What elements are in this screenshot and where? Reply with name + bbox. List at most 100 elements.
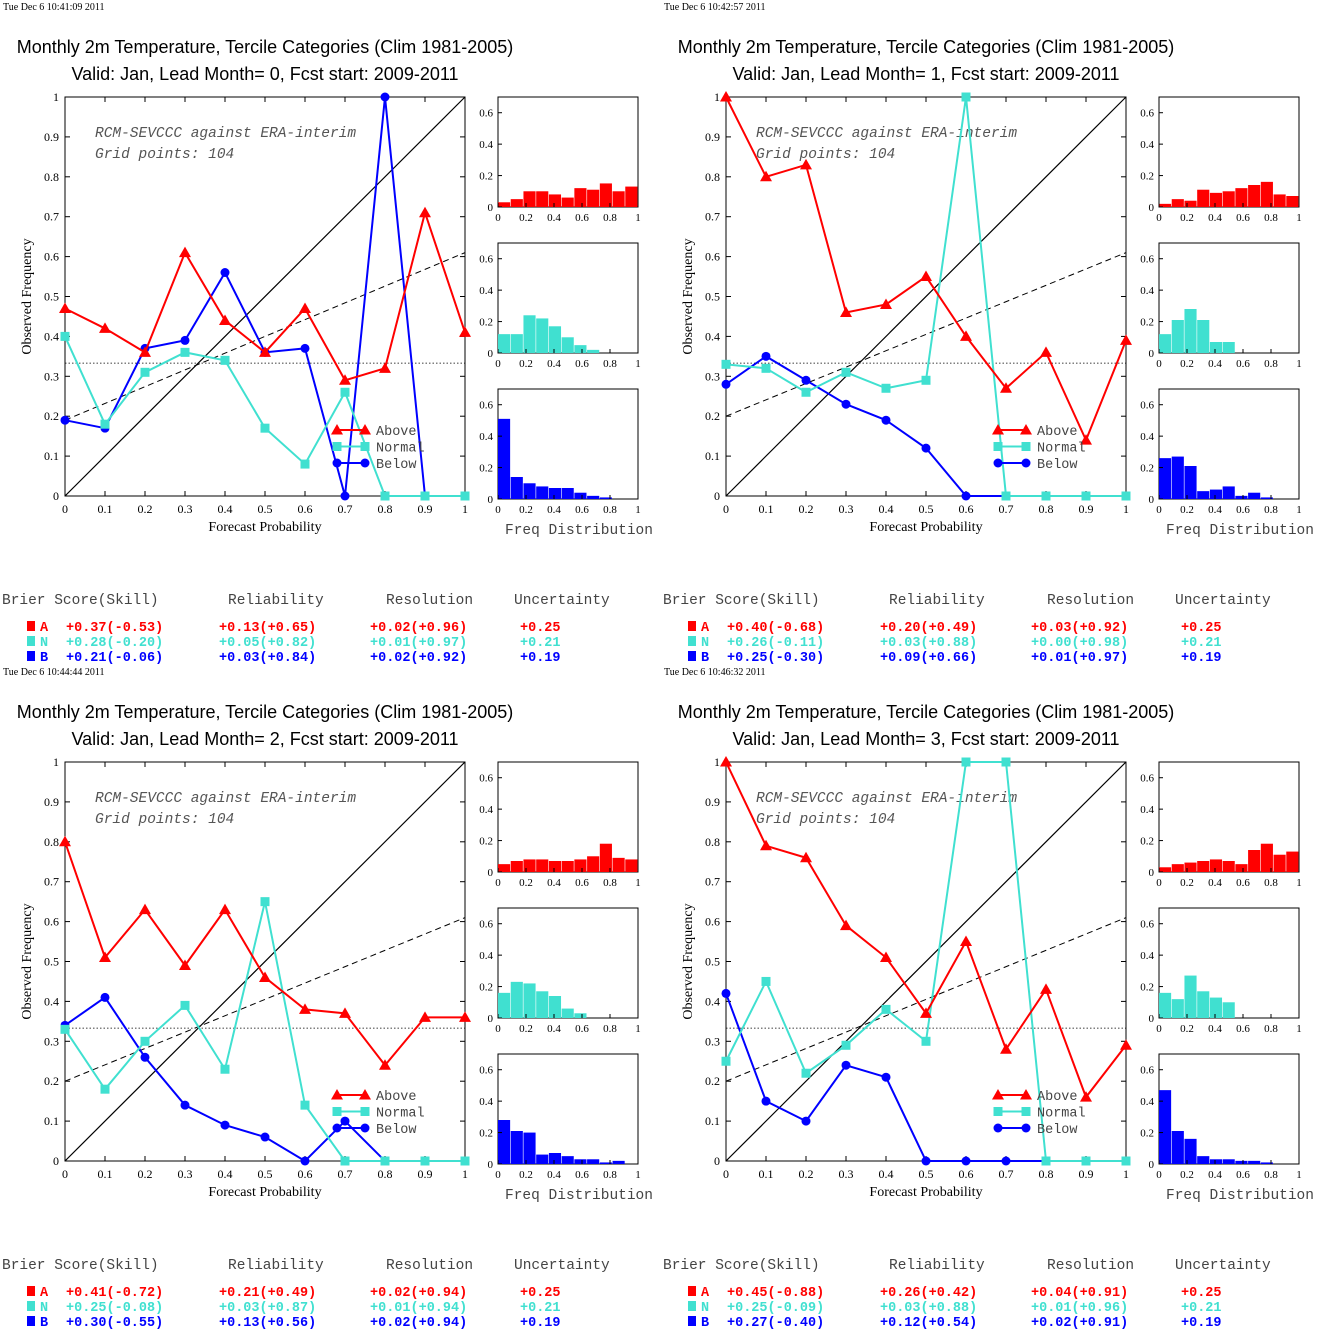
annotation-source: RCM-SEVCCC against ERA-interim bbox=[95, 126, 356, 142]
legend-label: Below bbox=[376, 458, 417, 473]
series-below-point bbox=[100, 992, 110, 1002]
score-swatch-B bbox=[27, 651, 35, 661]
score-category-B: B bbox=[40, 1316, 48, 1330]
score-swatch-B bbox=[27, 1316, 35, 1326]
legend-marker bbox=[1020, 1089, 1032, 1100]
score-header: Resolution bbox=[1047, 1258, 1134, 1274]
y-tick-label: 0.3 bbox=[44, 369, 59, 383]
freq-bar-above bbox=[625, 859, 638, 872]
x-axis-label: Forecast Probability bbox=[869, 1185, 982, 1200]
y-tick-label: 0.7 bbox=[705, 875, 720, 889]
freq-bar-above bbox=[1248, 185, 1261, 207]
score-swatch-A bbox=[688, 621, 696, 631]
freq-bar-above bbox=[1273, 194, 1286, 207]
hist-x-tick-label: 0.2 bbox=[519, 212, 533, 224]
annotation-source: RCM-SEVCCC against ERA-interim bbox=[756, 126, 1017, 142]
legend-marker bbox=[359, 1089, 371, 1100]
x-tick-label: 0.3 bbox=[178, 1167, 193, 1181]
freq-bar-above bbox=[1171, 864, 1184, 872]
score-category-B: B bbox=[40, 651, 48, 666]
hist-x-tick-label: 0 bbox=[1156, 358, 1162, 370]
score-value-A: +0.13(+0.65) bbox=[219, 621, 316, 636]
series-above-point bbox=[419, 1011, 431, 1022]
freq-bar-normal bbox=[523, 315, 536, 353]
freq-histogram-above: 0 0.2 0.4 0.6 0.8 1 0 0.2 0.4 0.6 bbox=[1140, 761, 1302, 889]
y-tick-label: 1 bbox=[714, 755, 720, 769]
series-above-point bbox=[1120, 334, 1132, 345]
series-below-point bbox=[721, 988, 731, 998]
score-header: Brier Score(Skill) bbox=[663, 1258, 820, 1274]
hist-x-tick-label: 0.4 bbox=[1208, 1169, 1222, 1181]
hist-x-tick-label: 1 bbox=[635, 1023, 641, 1035]
y-tick-label: 0.2 bbox=[705, 409, 720, 423]
score-value-B: +0.19 bbox=[520, 651, 561, 666]
legend-label: Normal bbox=[376, 442, 425, 457]
hist-y-tick-label: 0.4 bbox=[479, 804, 493, 816]
hist-x-tick-label: 0.2 bbox=[519, 504, 533, 516]
score-value-A: +0.25 bbox=[1181, 1286, 1222, 1301]
hist-x-tick-label: 0.4 bbox=[1208, 1023, 1222, 1035]
freq-bar-above bbox=[1235, 188, 1248, 207]
hist-y-tick-label: 0 bbox=[488, 494, 494, 506]
freq-bar-above bbox=[1248, 850, 1261, 872]
series-above-point bbox=[299, 302, 311, 313]
y-tick-label: 0.9 bbox=[44, 795, 59, 809]
series-normal-point bbox=[420, 1156, 430, 1166]
freq-distribution-label: Freq Distribution bbox=[1166, 1188, 1314, 1204]
hist-x-tick-label: 0.2 bbox=[519, 1169, 533, 1181]
hist-y-tick-label: 0 bbox=[488, 348, 494, 360]
hist-x-tick-label: 0.8 bbox=[603, 212, 617, 224]
freq-bar-below bbox=[561, 1156, 574, 1164]
hist-y-tick-label: 0 bbox=[1149, 202, 1155, 214]
y-tick-label: 0.1 bbox=[705, 1114, 720, 1128]
score-value-N: +0.03(+0.87) bbox=[219, 1301, 316, 1316]
score-value-N: +0.03(+0.88) bbox=[880, 1301, 977, 1316]
freq-bar-above bbox=[574, 859, 587, 872]
freq-bar-below bbox=[1184, 466, 1197, 499]
hist-y-tick-label: 0.4 bbox=[479, 950, 493, 962]
series-above-point bbox=[760, 839, 772, 851]
freq-bar-below bbox=[523, 483, 536, 499]
chart-subtitle: Valid: Jan, Lead Month= 3, Fcst start: 2… bbox=[732, 729, 1119, 749]
freq-bar-above bbox=[510, 861, 523, 872]
x-tick-label: 0.3 bbox=[178, 502, 193, 516]
score-header: Reliability bbox=[889, 593, 985, 609]
freq-histogram-normal: 0 0.2 0.4 0.6 0.8 1 0 0.2 0.4 0.6 bbox=[479, 242, 641, 370]
freq-bar-normal bbox=[561, 1008, 574, 1018]
score-value-N: +0.21 bbox=[1181, 636, 1222, 651]
hist-x-tick-label: 0.4 bbox=[1208, 877, 1222, 889]
hist-x-tick-label: 0.6 bbox=[1236, 504, 1250, 516]
freq-bar-above bbox=[599, 843, 612, 872]
series-above-point bbox=[1040, 983, 1052, 994]
series-below-point bbox=[841, 1060, 851, 1070]
score-value-A: +0.25 bbox=[520, 621, 561, 636]
freq-bar-above bbox=[523, 859, 536, 872]
hist-y-tick-label: 0 bbox=[1149, 1013, 1155, 1025]
score-value-N: +0.01(+0.97) bbox=[370, 636, 467, 651]
hist-x-tick-label: 0.8 bbox=[603, 504, 617, 516]
series-above-point bbox=[379, 362, 391, 373]
y-tick-label: 0.5 bbox=[705, 955, 720, 969]
x-tick-label: 0 bbox=[62, 502, 68, 516]
freq-bar-below bbox=[548, 1153, 562, 1164]
annotation-source: RCM-SEVCCC against ERA-interim bbox=[756, 791, 1017, 807]
score-value-B: +0.30(-0.55) bbox=[66, 1316, 163, 1330]
series-normal-point bbox=[340, 387, 350, 397]
series-below-point bbox=[180, 335, 190, 345]
y-tick-label: 0.5 bbox=[44, 290, 59, 304]
freq-bar-normal bbox=[561, 337, 574, 353]
no-skill-line bbox=[725, 917, 1127, 1082]
freq-bar-below bbox=[561, 488, 574, 499]
legend-marker bbox=[360, 442, 370, 451]
freq-bar-above bbox=[548, 194, 562, 207]
freq-histogram-normal: 0 0.2 0.4 0.6 0.8 1 0 0.2 0.4 0.6 bbox=[1140, 242, 1302, 370]
hist-y-tick-label: 0.4 bbox=[479, 1096, 493, 1108]
series-above-point bbox=[840, 306, 852, 317]
x-tick-label: 0.4 bbox=[879, 502, 894, 516]
score-category-N: N bbox=[701, 1301, 709, 1316]
hist-y-tick-label: 0.2 bbox=[1140, 982, 1154, 994]
hist-x-tick-label: 0.2 bbox=[1180, 1023, 1194, 1035]
x-axis-label: Forecast Probability bbox=[208, 1185, 321, 1200]
series-above-point bbox=[299, 1003, 311, 1014]
series-above bbox=[720, 91, 1132, 445]
